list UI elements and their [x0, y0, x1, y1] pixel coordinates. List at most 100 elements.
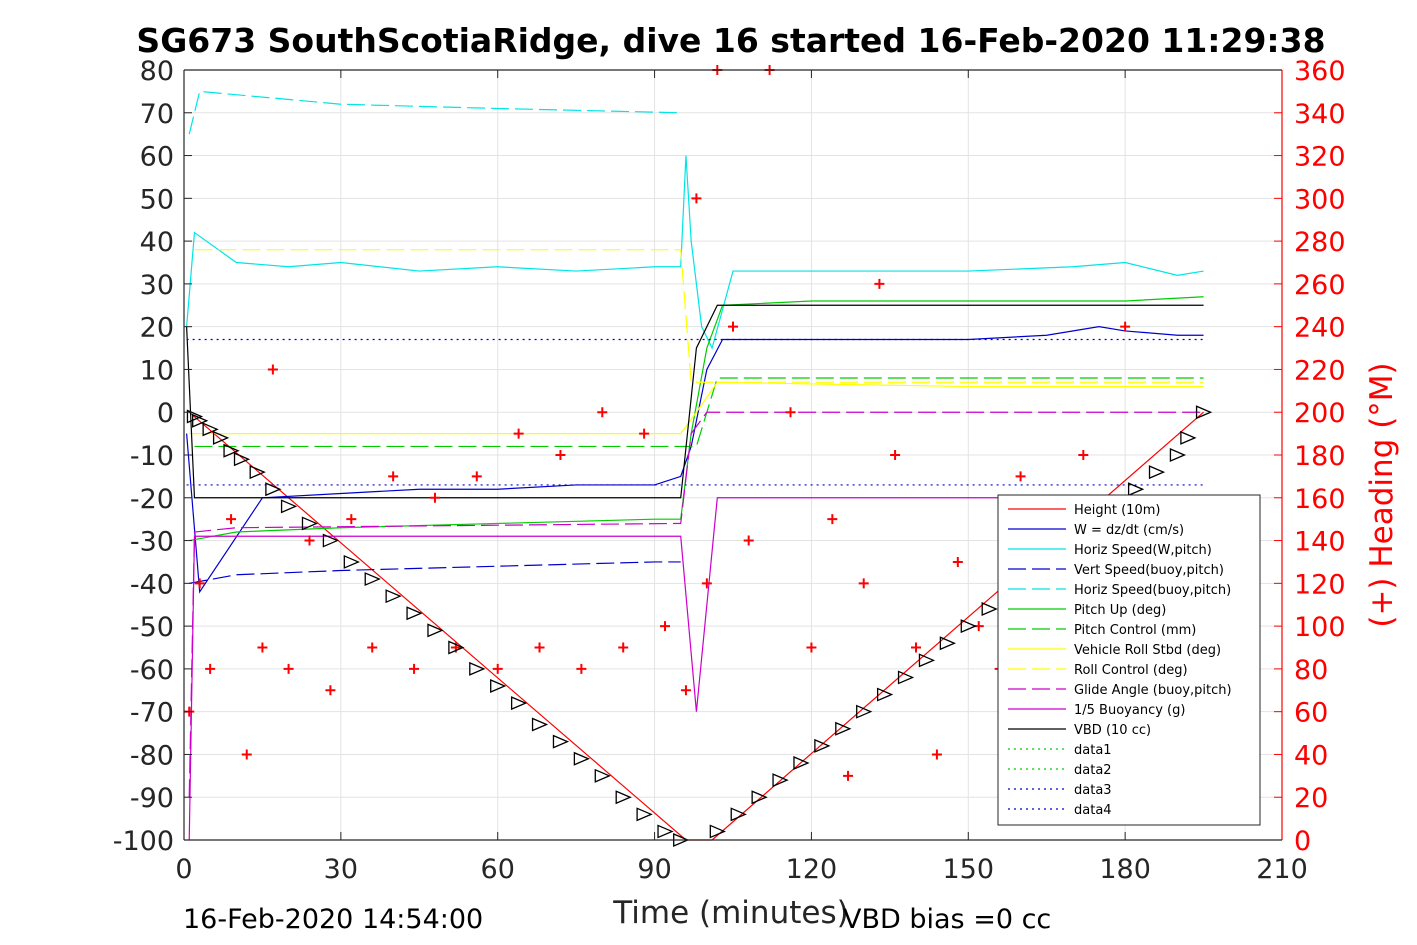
heading-point — [843, 770, 854, 781]
y-right-tick-label: 300 — [1294, 184, 1346, 215]
depth-marker — [1180, 430, 1197, 445]
heading-point — [890, 450, 901, 460]
y-tick-label: 70 — [140, 99, 174, 130]
depth-marker — [636, 807, 653, 822]
depth-marker — [793, 756, 810, 770]
heading-point — [1120, 321, 1131, 332]
depth-marker — [322, 533, 340, 548]
depth-marker — [856, 704, 873, 719]
heading-point — [728, 321, 738, 332]
y-axis-right-label: (+) Heading (°M) — [1364, 362, 1400, 627]
heading-point — [597, 407, 608, 418]
y-tick-label: 10 — [140, 355, 174, 386]
depth-marker — [265, 482, 282, 497]
y-tick-label: 80 — [140, 56, 174, 87]
series-w-dz-dt-cm-s — [186, 326, 1204, 594]
depth-marker — [212, 430, 230, 445]
heading-point — [618, 642, 629, 653]
legend-box — [997, 494, 1261, 826]
depth-marker — [448, 640, 465, 655]
legend-entry: Horiz Speed(buoy,pitch) — [1074, 583, 1231, 598]
heading-point — [367, 642, 378, 653]
heading-point — [660, 621, 671, 632]
y-right-tick-label: 0 — [1294, 826, 1311, 857]
y-right-tick-label: 360 — [1294, 56, 1346, 87]
depth-marker — [939, 636, 957, 651]
heading-point — [194, 578, 205, 589]
heading-point — [205, 663, 216, 674]
heading-point — [555, 450, 566, 460]
heading-point — [226, 514, 237, 525]
heading-point — [576, 663, 587, 674]
y-right-tick-label: 160 — [1294, 484, 1346, 515]
series-horiz-speed-w-pitch — [186, 155, 1204, 350]
heading-point — [931, 749, 942, 760]
depth-marker — [657, 824, 674, 839]
y-tick-label: -70 — [130, 698, 174, 729]
y-tick-label: -30 — [130, 527, 174, 558]
x-tick-label: 180 — [1099, 854, 1151, 885]
heading-point — [429, 492, 440, 503]
footer-vbd-bias: VBD bias =0 cc — [843, 904, 1051, 935]
heading-point — [639, 428, 650, 439]
legend-entry: Pitch Up (deg) — [1074, 603, 1166, 618]
heading-point — [534, 642, 545, 653]
depth-marker — [186, 409, 204, 424]
depth-marker — [709, 824, 726, 839]
depth-marker — [192, 413, 209, 428]
depth-marker — [960, 619, 977, 634]
depth-marker — [1195, 405, 1213, 420]
depth-marker — [364, 572, 381, 587]
y-tick-label: -100 — [113, 826, 174, 857]
x-tick-label: 150 — [943, 854, 995, 885]
x-tick-label: 90 — [637, 854, 671, 885]
depth-marker — [814, 738, 831, 753]
legend-entry: data2 — [1074, 763, 1112, 778]
legend-entry: Roll Control (deg) — [1074, 663, 1188, 678]
series-horiz-speed-buoy-pitch — [188, 90, 681, 135]
heading-point — [492, 663, 503, 674]
legend-entry: Vehicle Roll Stbd (deg) — [1074, 643, 1221, 658]
heading-point — [257, 642, 268, 653]
legend-entry: Vert Speed(buoy,pitch) — [1074, 563, 1224, 578]
heading-point — [701, 578, 712, 589]
y-right-tick-label: 80 — [1294, 655, 1328, 686]
y-right-tick-label: 220 — [1294, 355, 1346, 386]
axes: 0 30 60 90 120 150 180 21080706050403020100-10-… — [113, 56, 1346, 885]
y-tick-label: -40 — [130, 569, 174, 600]
depth-marker — [469, 661, 486, 676]
depth-marker — [751, 790, 768, 805]
legend-entry: data1 — [1074, 743, 1112, 758]
series-roll-control-deg — [194, 249, 1204, 383]
heading-point — [911, 642, 921, 653]
legend-entry: data3 — [1074, 783, 1112, 798]
heading-point — [827, 514, 838, 525]
depth-marker — [233, 452, 251, 467]
legend-entry: Glide Angle (buoy,pitch) — [1074, 683, 1232, 698]
depth-marker — [835, 721, 852, 736]
series-glide-angle-buoy-pitch — [188, 411, 1204, 798]
depth-marker — [343, 554, 360, 569]
heading-point — [346, 514, 357, 525]
heading-point — [241, 749, 252, 760]
y-tick-label: 60 — [140, 142, 174, 173]
depth-marker — [981, 602, 998, 616]
legend-entry: W = dz/dt (cm/s) — [1074, 523, 1184, 538]
x-tick-label: 60 — [481, 854, 515, 885]
depth-marker — [202, 422, 219, 437]
y-tick-label: -90 — [130, 783, 174, 814]
y-right-tick-label: 100 — [1294, 612, 1346, 643]
depth-marker — [615, 790, 632, 805]
depth-marker — [594, 768, 611, 783]
x-tick-label: 120 — [786, 854, 838, 885]
y-tick-label: -60 — [130, 655, 174, 686]
heading-point — [858, 578, 869, 589]
heading-point — [1078, 450, 1089, 460]
depth-marker — [897, 670, 915, 685]
heading-point — [1015, 471, 1026, 482]
heading-point — [785, 407, 796, 418]
y-right-tick-label: 40 — [1294, 740, 1328, 771]
y-right-tick-label: 200 — [1294, 398, 1346, 429]
legend-entry: Pitch Control (mm) — [1074, 623, 1196, 638]
depth-marker — [1127, 482, 1145, 497]
